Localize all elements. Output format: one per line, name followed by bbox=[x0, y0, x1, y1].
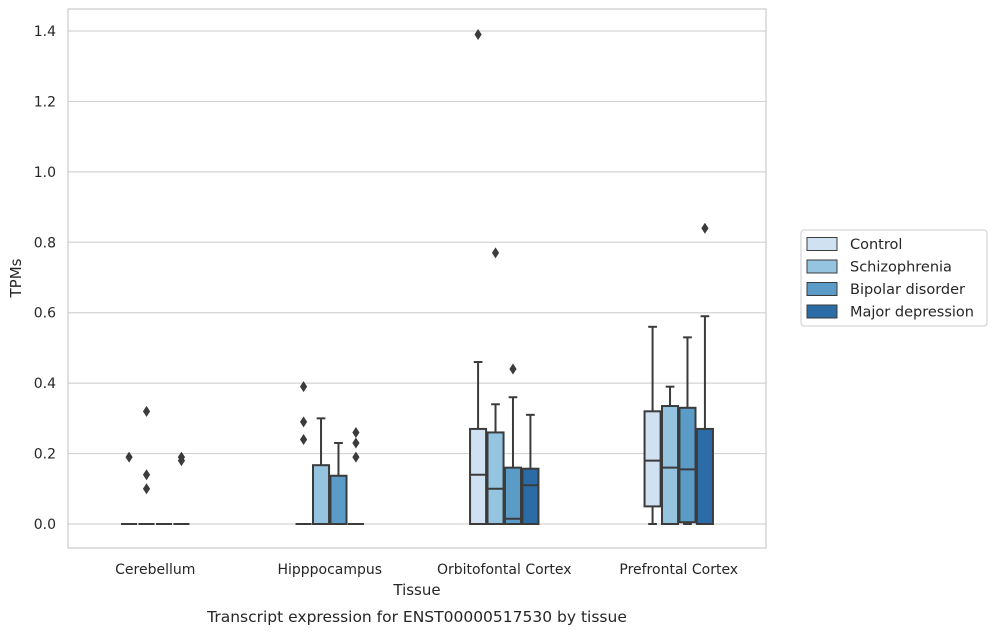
y-tick-label: 1.0 bbox=[34, 165, 56, 181]
y-tick-label: 0.0 bbox=[34, 517, 56, 533]
box-groups bbox=[121, 29, 714, 526]
box-control bbox=[469, 29, 488, 525]
box-major-depression bbox=[347, 426, 364, 525]
y-tick-labels: 0.0 0.2 0.4 0.6 0.8 1.0 1.2 1.4 bbox=[34, 24, 56, 533]
legend-swatch bbox=[806, 259, 838, 274]
box-bipolar-disorder bbox=[329, 442, 348, 526]
outlier-point bbox=[299, 381, 308, 393]
legend-label: Control bbox=[850, 237, 902, 253]
box-body bbox=[643, 410, 662, 508]
legend-label: Schizophrenia bbox=[850, 260, 952, 276]
figure-caption: Transcript expression for ENST0000051753… bbox=[206, 608, 627, 626]
box-major-depression bbox=[695, 222, 714, 525]
box-body bbox=[521, 467, 540, 525]
box-body bbox=[661, 405, 680, 525]
legend-swatch bbox=[806, 282, 838, 296]
x-tick-label: Cerebellum bbox=[115, 562, 195, 578]
outlier-point bbox=[142, 469, 151, 481]
x-tick-label: Prefrontal Cortex bbox=[619, 562, 738, 578]
box-body bbox=[503, 466, 523, 525]
box-schizophrenia bbox=[312, 417, 331, 525]
outlier-point bbox=[125, 451, 133, 463]
legend-swatch bbox=[806, 304, 838, 319]
y-tick-label: 1.2 bbox=[34, 94, 56, 110]
box-body bbox=[469, 427, 488, 525]
y-tick-label: 0.8 bbox=[34, 235, 56, 251]
outlier-point bbox=[352, 437, 360, 449]
y-tick-label: 0.2 bbox=[34, 447, 56, 463]
plot-frame bbox=[67, 8, 767, 549]
box-major-depression bbox=[173, 451, 190, 525]
outlier-point bbox=[352, 451, 360, 463]
box-bipolar-disorder bbox=[678, 336, 697, 525]
outlier-point bbox=[491, 247, 500, 259]
outlier-point bbox=[352, 426, 360, 438]
box-body bbox=[486, 431, 505, 526]
box-control bbox=[121, 451, 138, 525]
box-body bbox=[695, 427, 714, 525]
outlier-point bbox=[701, 222, 709, 234]
outlier-point bbox=[142, 405, 151, 417]
y-tick-label: 0.4 bbox=[34, 376, 56, 392]
legend-label: Bipolar disorder bbox=[850, 282, 965, 298]
box-body bbox=[678, 406, 697, 524]
box-control bbox=[295, 381, 312, 525]
outlier-point bbox=[509, 363, 517, 375]
box-major-depression bbox=[521, 413, 540, 525]
x-axis-label: Tissue bbox=[392, 581, 440, 599]
x-tick-label: Hipppocampus bbox=[277, 562, 382, 578]
outlier-point bbox=[474, 29, 482, 41]
outlier-point bbox=[299, 416, 308, 428]
legend-frame bbox=[800, 229, 988, 327]
x-tick-label: Orbitofontal Cortex bbox=[437, 562, 572, 578]
legend-swatch bbox=[806, 237, 838, 251]
box-control bbox=[643, 325, 662, 525]
box-body bbox=[329, 474, 348, 526]
box-schizophrenia bbox=[661, 385, 680, 525]
x-tick-labels: Cerebellum Hipppocampus Orbitofontal Corte… bbox=[115, 562, 738, 578]
box-bipolar-disorder bbox=[503, 363, 523, 525]
y-tick-label: 1.4 bbox=[34, 24, 56, 40]
box-schizophrenia bbox=[486, 247, 505, 526]
box-body bbox=[312, 464, 331, 525]
box-schizophrenia bbox=[138, 405, 155, 525]
legend-label: Major depression bbox=[850, 305, 974, 321]
y-axis-label: TPMs bbox=[7, 258, 25, 298]
outlier-point bbox=[299, 433, 308, 445]
outlier-point bbox=[177, 455, 186, 467]
y-tick-label: 0.6 bbox=[34, 306, 56, 322]
legend: Control Schizophrenia Bipolar disorder Majo… bbox=[800, 229, 988, 327]
outlier-point bbox=[142, 483, 151, 495]
